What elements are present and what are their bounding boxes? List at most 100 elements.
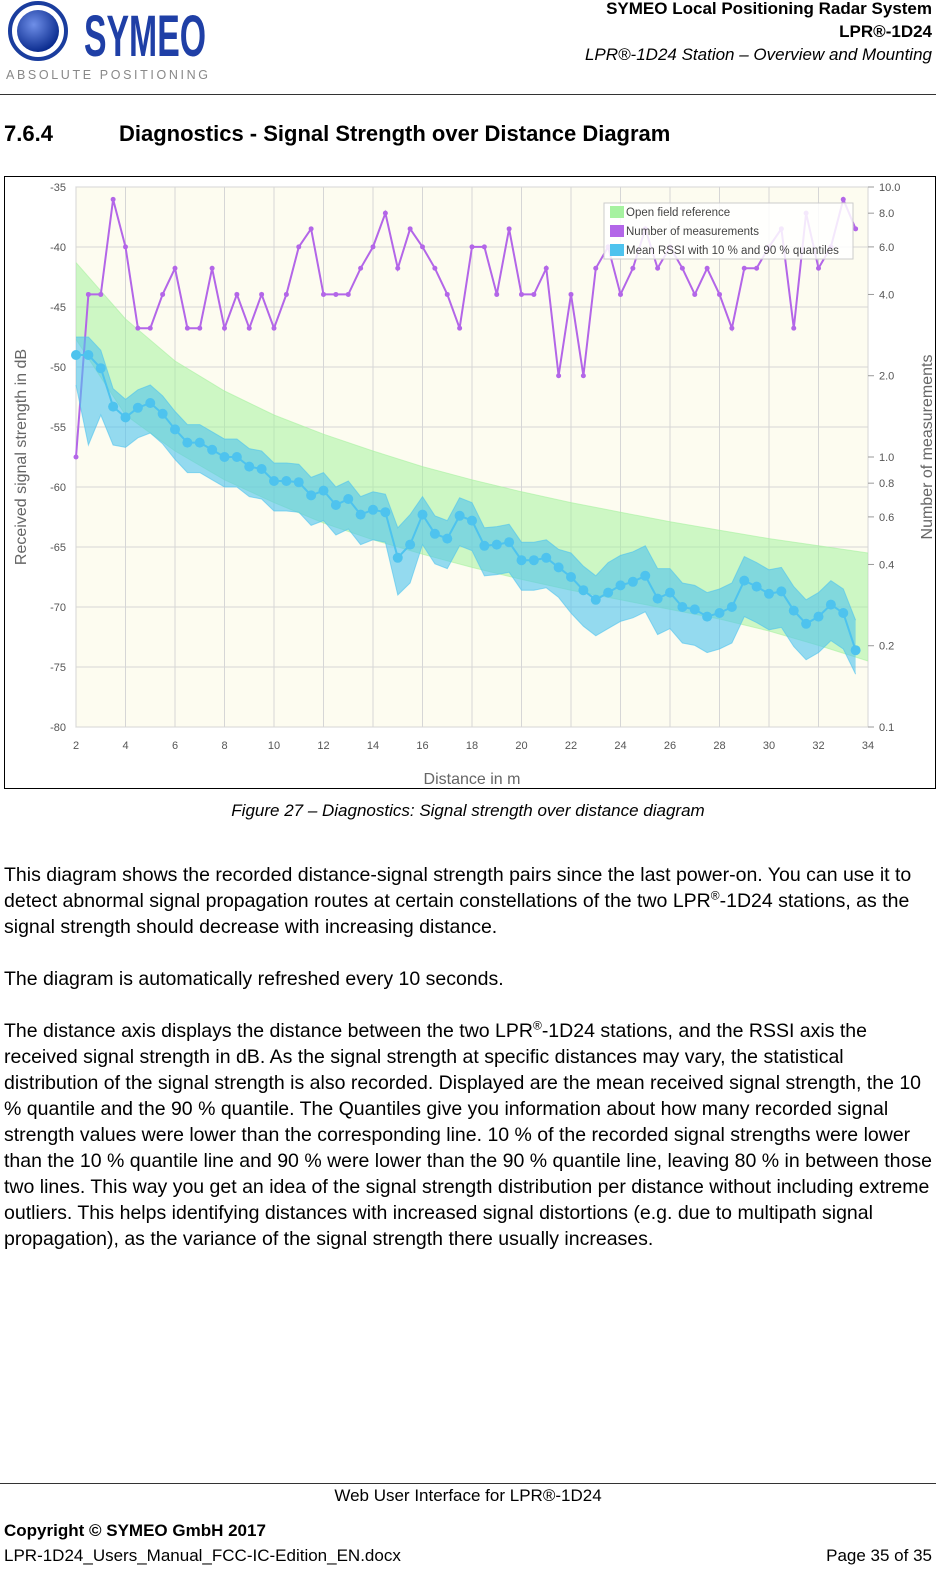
data-point	[271, 325, 277, 331]
data-point	[246, 325, 252, 331]
data-point	[850, 645, 861, 656]
header-rule	[0, 94, 936, 95]
data-point	[590, 594, 601, 605]
data-point	[677, 602, 688, 612]
x-tick-label: 26	[664, 740, 676, 752]
x-tick-label: 24	[614, 740, 626, 752]
data-point	[231, 452, 242, 462]
data-point	[83, 350, 94, 360]
copyright: Copyright © SYMEO GmbH 2017	[4, 1521, 266, 1540]
data-point	[395, 265, 401, 271]
x-tick-label: 18	[466, 740, 478, 752]
y2-axis-title: Number of measurements	[919, 355, 936, 540]
data-point	[95, 363, 106, 374]
data-point	[259, 291, 265, 297]
legend-swatch	[610, 244, 624, 256]
data-point	[170, 424, 180, 435]
data-point	[184, 325, 190, 331]
data-point	[618, 291, 623, 297]
data-point	[293, 477, 304, 488]
data-point	[382, 210, 388, 216]
data-point	[652, 593, 663, 604]
body-text: This diagram shows the recorded distance…	[4, 862, 934, 1278]
data-point	[593, 265, 599, 271]
data-point	[553, 562, 564, 573]
data-point	[568, 291, 574, 297]
data-point	[494, 291, 500, 297]
data-point	[85, 291, 91, 297]
y2-tick-label: 0.8	[879, 478, 894, 490]
data-point	[110, 196, 116, 202]
data-point	[256, 464, 267, 474]
y-tick-label: -45	[50, 302, 66, 314]
data-point	[655, 265, 661, 271]
data-point	[754, 265, 760, 271]
data-point	[321, 291, 326, 297]
data-point	[457, 325, 463, 331]
x-tick-label: 16	[416, 740, 428, 752]
y2-tick-label: 6.0	[879, 242, 894, 254]
data-point	[519, 291, 524, 297]
data-point	[615, 580, 626, 591]
data-point	[333, 291, 339, 297]
paragraph: The distance axis displays the distance …	[4, 1018, 934, 1252]
section-title: Diagnostics - Signal Strength over Dista…	[119, 121, 671, 146]
data-point	[108, 401, 119, 412]
data-point	[853, 226, 859, 232]
legend-swatch	[610, 206, 624, 218]
series-line	[76, 354, 857, 651]
y-tick-label: -70	[50, 602, 66, 614]
data-point	[467, 515, 477, 526]
data-point	[825, 599, 836, 610]
data-point	[689, 604, 700, 615]
y-tick-label: -65	[50, 542, 66, 554]
y2-tick-label: 0.6	[879, 512, 894, 524]
x-tick-label: 2	[73, 740, 79, 752]
data-point	[392, 552, 403, 563]
logo-name: SYMEO	[84, 4, 206, 69]
data-point	[541, 552, 552, 563]
x-tick-label: 20	[515, 740, 527, 752]
y2-tick-label: 1.0	[879, 452, 894, 464]
data-point	[580, 373, 586, 379]
data-point	[739, 575, 750, 586]
data-point	[528, 555, 539, 566]
data-point	[330, 500, 341, 510]
x-tick-label: 6	[172, 740, 178, 752]
data-point	[603, 587, 614, 598]
data-point	[429, 528, 440, 539]
data-point	[269, 476, 279, 486]
data-point	[630, 265, 636, 271]
data-point	[343, 494, 354, 504]
data-point	[417, 509, 428, 520]
x-tick-label: 14	[367, 740, 379, 752]
data-point	[380, 507, 391, 518]
y2-tick-label: 10.0	[879, 182, 900, 194]
data-point	[123, 244, 128, 250]
data-point	[741, 265, 747, 271]
data-point	[627, 576, 638, 587]
header-line: SYMEO Local Positioning Radar System	[606, 0, 932, 18]
legend-label: Number of measurements	[626, 226, 759, 238]
data-point	[566, 572, 576, 582]
paragraph: The diagram is automatically refreshed e…	[4, 966, 934, 992]
data-point	[306, 490, 317, 501]
data-point	[791, 325, 797, 331]
data-point	[714, 608, 725, 618]
data-point	[506, 226, 512, 232]
data-point	[726, 602, 737, 612]
data-point	[182, 437, 193, 448]
data-point	[405, 539, 416, 550]
data-point	[120, 412, 131, 423]
legend-box	[603, 202, 854, 260]
band-upper-edge	[75, 262, 869, 554]
y-tick-label: -60	[50, 482, 66, 494]
text-run: This diagram shows the recorded distance…	[4, 864, 912, 912]
legend-label: Open field reference	[626, 207, 730, 219]
logo-tagline: ABSOLUTE POSITIONING	[6, 68, 208, 82]
data-point	[420, 244, 425, 250]
data-point	[801, 618, 812, 629]
y-tick-label: -55	[50, 422, 66, 434]
y-tick-label: -50	[50, 362, 66, 374]
